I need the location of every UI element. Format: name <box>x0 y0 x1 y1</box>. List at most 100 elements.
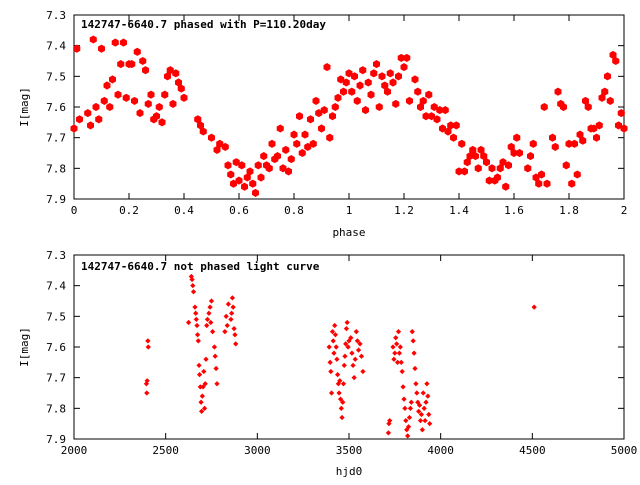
data-point <box>345 344 351 350</box>
y-tick-label: 7.9 <box>46 433 66 446</box>
data-point <box>568 179 576 188</box>
data-point <box>604 72 611 81</box>
data-point <box>398 359 404 365</box>
data-point <box>329 329 336 335</box>
data-point <box>92 102 100 112</box>
data-point <box>232 332 238 338</box>
unphased-light-curve-panel: 142747-6640.7 not phased light curve hjd… <box>18 249 637 478</box>
y-tick-label: 7.8 <box>46 402 66 415</box>
data-point <box>231 325 237 332</box>
data-point <box>133 47 141 56</box>
data-point <box>393 335 399 341</box>
data-point <box>332 322 338 329</box>
data-point <box>130 96 139 105</box>
data-point <box>394 359 401 365</box>
data-point <box>240 182 249 191</box>
data-point <box>114 90 122 99</box>
data-point <box>76 115 83 124</box>
data-point <box>416 402 423 408</box>
data-point <box>458 139 466 148</box>
data-point <box>411 350 417 356</box>
data-point <box>232 158 240 167</box>
x-tick-label: 1.8 <box>559 204 579 217</box>
data-point <box>331 102 339 112</box>
data-point <box>430 102 438 112</box>
data-point <box>337 75 345 84</box>
data-point <box>417 417 424 424</box>
x-tick-label: 1.2 <box>394 204 414 217</box>
y-tick-label: 7.4 <box>46 40 66 53</box>
data-point <box>166 66 174 75</box>
data-point <box>144 378 150 384</box>
data-point <box>194 115 202 124</box>
data-point <box>419 96 427 105</box>
data-point <box>200 384 206 390</box>
data-point <box>180 93 188 102</box>
phased-y-axis-label: I[mag] <box>18 87 31 127</box>
y-tick-label: 7.3 <box>46 249 66 262</box>
data-point <box>513 133 521 142</box>
data-point <box>414 390 420 396</box>
data-point <box>383 87 392 96</box>
data-point <box>571 139 578 148</box>
data-point <box>441 106 449 115</box>
data-point <box>199 127 207 136</box>
data-point <box>480 152 488 161</box>
phased-light-curve-panel: 142747-6640.7 phased with P=110.20day ph… <box>18 9 628 239</box>
data-point <box>348 87 356 96</box>
data-point <box>372 60 381 69</box>
data-point <box>196 371 203 378</box>
y-tick-label: 7.6 <box>46 341 66 354</box>
data-point <box>309 139 317 148</box>
data-point <box>413 381 419 387</box>
data-point <box>336 390 342 396</box>
data-point <box>359 66 367 75</box>
data-point <box>482 158 491 167</box>
data-point <box>496 164 504 173</box>
data-point <box>193 316 199 323</box>
data-point <box>357 341 363 347</box>
data-point <box>402 405 408 411</box>
data-point <box>207 133 216 142</box>
data-point <box>502 182 510 191</box>
data-point <box>353 96 361 105</box>
data-point <box>390 344 396 350</box>
data-point <box>493 173 502 182</box>
data-point <box>106 102 114 112</box>
data-point <box>326 344 332 350</box>
data-point <box>227 170 235 179</box>
data-point <box>370 69 378 78</box>
data-point <box>147 90 155 99</box>
x-tick-label: 2000 <box>61 444 88 457</box>
data-point <box>344 319 350 326</box>
data-point <box>89 35 97 44</box>
data-point <box>229 295 236 301</box>
data-point <box>202 381 208 387</box>
data-point <box>141 66 150 75</box>
data-point <box>405 424 412 430</box>
data-point <box>207 304 213 310</box>
data-point <box>260 152 268 161</box>
data-point <box>433 115 441 124</box>
data-point <box>418 411 425 418</box>
data-point <box>474 164 482 173</box>
data-point <box>354 338 361 344</box>
data-point <box>276 124 284 133</box>
data-point <box>213 365 219 372</box>
data-point <box>419 427 425 433</box>
data-point <box>190 289 197 295</box>
x-tick-label: 1 <box>346 204 353 217</box>
data-point <box>394 341 400 347</box>
data-point <box>235 176 243 185</box>
data-point <box>422 417 428 424</box>
data-point <box>333 344 339 350</box>
data-point <box>337 396 344 402</box>
data-point <box>364 78 372 87</box>
data-point <box>426 411 432 418</box>
data-point <box>420 390 426 396</box>
unphased-x-axis-label: hjd0 <box>336 465 363 478</box>
data-point <box>233 341 239 347</box>
data-point <box>158 118 166 127</box>
data-point <box>163 72 172 81</box>
data-point <box>273 152 282 161</box>
